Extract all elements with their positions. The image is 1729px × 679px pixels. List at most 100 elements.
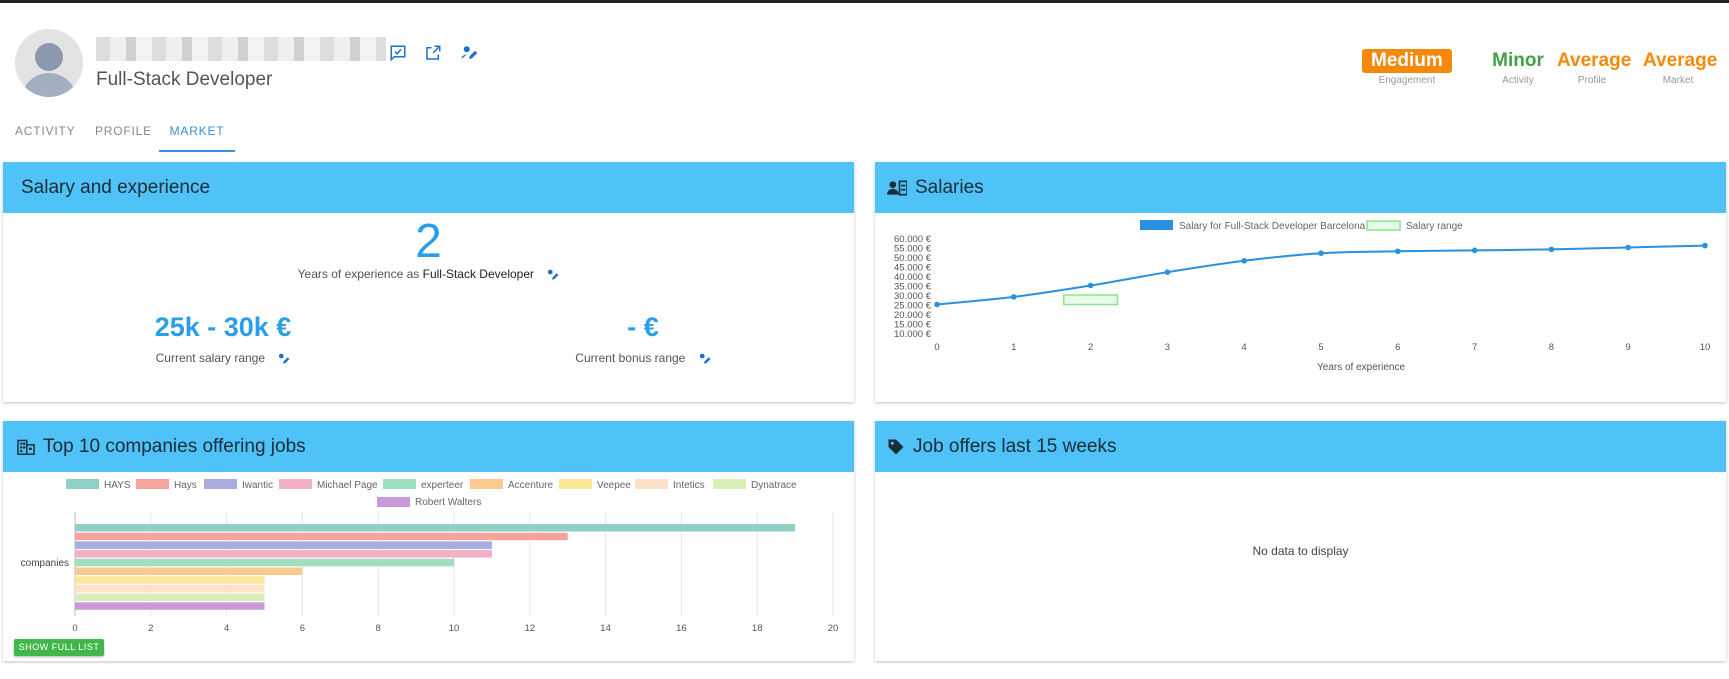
y-category-label: companies [21, 558, 69, 569]
x-tick-label: 3 [1165, 342, 1170, 353]
company-bar [75, 532, 568, 541]
legend-label: Iwantic [242, 480, 273, 491]
legend-label: Intetics [673, 480, 705, 491]
company-bar [75, 576, 265, 584]
salary-point [1164, 269, 1171, 275]
x-tick-label: 8 [376, 623, 381, 634]
x-tick-label: 0 [934, 342, 939, 353]
legend-swatch [279, 479, 312, 489]
tab-profile[interactable]: PROFILE [95, 124, 152, 138]
salary-point [1625, 244, 1631, 251]
legend-swatch [713, 479, 746, 489]
salary-experience-card: Salary and experience 2 Years of experie… [3, 162, 854, 402]
engagement-badge: Medium Engagement [1362, 49, 1452, 86]
salary-line-chart: Salary for Full-Stack Developer Barcelon… [894, 220, 1711, 373]
job-offers-card: Job offers last 15 weeks No data to disp… [875, 421, 1726, 661]
x-axis-title: Years of experience [1317, 362, 1405, 373]
years-prefix: Years of experience as [297, 267, 420, 281]
bonus-range-caption: Current bonus range [513, 351, 773, 366]
card-header: Salary and experience [3, 162, 854, 213]
salary-point [1702, 242, 1708, 249]
tab-market[interactable]: MARKET [159, 112, 235, 152]
y-tick-label: 35.000 € [894, 282, 932, 293]
years-value: 2 [415, 215, 442, 268]
salary-point [1395, 248, 1401, 255]
x-tick-label: 8 [1549, 342, 1554, 353]
company-bar [75, 550, 492, 558]
edit-person-icon[interactable] [276, 352, 290, 366]
y-tick-label: 25.000 € [894, 301, 932, 312]
y-tick-label: 50.000 € [894, 253, 932, 264]
card-title: Salary and experience [21, 176, 211, 198]
legend-swatch [66, 479, 99, 489]
x-tick-label: 16 [676, 623, 687, 634]
legend-swatch [470, 479, 503, 489]
x-tick-label: 2 [148, 623, 153, 634]
x-tick-label: 12 [525, 623, 536, 634]
legend-swatch [1366, 220, 1401, 231]
x-tick-label: 14 [600, 623, 611, 634]
chat-icon[interactable] [389, 44, 409, 64]
legend-swatch [559, 479, 592, 489]
legend-label: experteer [421, 480, 464, 491]
legend-swatch [377, 497, 410, 507]
x-tick-label: 18 [752, 623, 763, 634]
salary-point [1241, 258, 1247, 264]
top-border [0, 0, 1729, 3]
company-bar [75, 558, 454, 567]
x-tick-label: 4 [1242, 342, 1247, 353]
job-title: Full-Stack Developer [96, 69, 273, 90]
legend-label: Salary for Full-Stack Developer Barcelon… [1179, 221, 1366, 232]
y-tick-label: 30.000 € [894, 291, 932, 302]
company-bar [75, 567, 303, 575]
x-tick-label: 9 [1626, 342, 1631, 353]
bonus-range-label: Current bonus range [575, 351, 686, 365]
x-tick-label: 7 [1472, 342, 1477, 353]
legend-label: Salary range [1406, 221, 1463, 232]
salary-point [1318, 250, 1324, 256]
profile-header: Full-Stack Developer Medium Engagement M… [0, 3, 1729, 103]
edit-person-icon[interactable] [697, 352, 711, 366]
no-data-message: No data to display [1252, 544, 1349, 558]
card-title: Job offers last 15 weeks [913, 435, 1117, 457]
legend-label: Michael Page [317, 480, 378, 491]
top-companies-card: Top 10 companies offering jobs HAYS Hays I… [3, 421, 854, 661]
legend-swatch [1140, 220, 1173, 230]
tab-activity[interactable]: ACTIVITY [15, 124, 76, 138]
building-icon [17, 439, 35, 455]
salary-point [934, 301, 940, 308]
company-bar [75, 541, 492, 549]
years-caption: Years of experience as Full-Stack Develo… [3, 267, 854, 282]
company-bar [75, 593, 265, 602]
y-tick-label: 55.000 € [894, 244, 932, 255]
x-tick-label: 6 [1395, 342, 1400, 353]
candidate-name-redacted [96, 37, 386, 61]
companies-bar-chart: HAYS Hays Iwantic Michael Page experteer Acce… [21, 479, 838, 634]
y-tick-label: 10.000 € [894, 329, 932, 340]
salary-contact-icon [887, 180, 907, 195]
x-tick-label: 2 [1088, 342, 1093, 353]
show-full-list-button[interactable]: SHOW FULL LIST [14, 639, 104, 656]
card-title: Top 10 companies offering jobs [43, 435, 306, 457]
x-tick-label: 10 [449, 623, 460, 634]
legend-swatch [383, 479, 416, 489]
company-bar [75, 524, 796, 532]
tag-icon [888, 439, 904, 454]
salary-range-caption: Current salary range [93, 351, 353, 366]
edit-person-icon[interactable] [545, 268, 559, 282]
salary-point [1548, 246, 1555, 253]
company-bar [75, 584, 265, 593]
years-role: Full-Stack Developer [422, 267, 534, 281]
company-bar [75, 602, 265, 610]
x-tick-label: 1 [1011, 342, 1016, 353]
bonus-range-value: - € [627, 312, 659, 342]
legend-label: Robert Walters [415, 497, 481, 508]
edit-person-icon[interactable] [460, 44, 480, 64]
legend-swatch [136, 479, 169, 489]
salary-point [1087, 282, 1094, 289]
x-tick-label: 10 [1700, 342, 1711, 353]
card-title: Salaries [915, 176, 984, 198]
open-external-icon[interactable] [424, 44, 444, 64]
x-tick-label: 5 [1318, 342, 1323, 353]
y-tick-label: 20.000 € [894, 310, 932, 321]
